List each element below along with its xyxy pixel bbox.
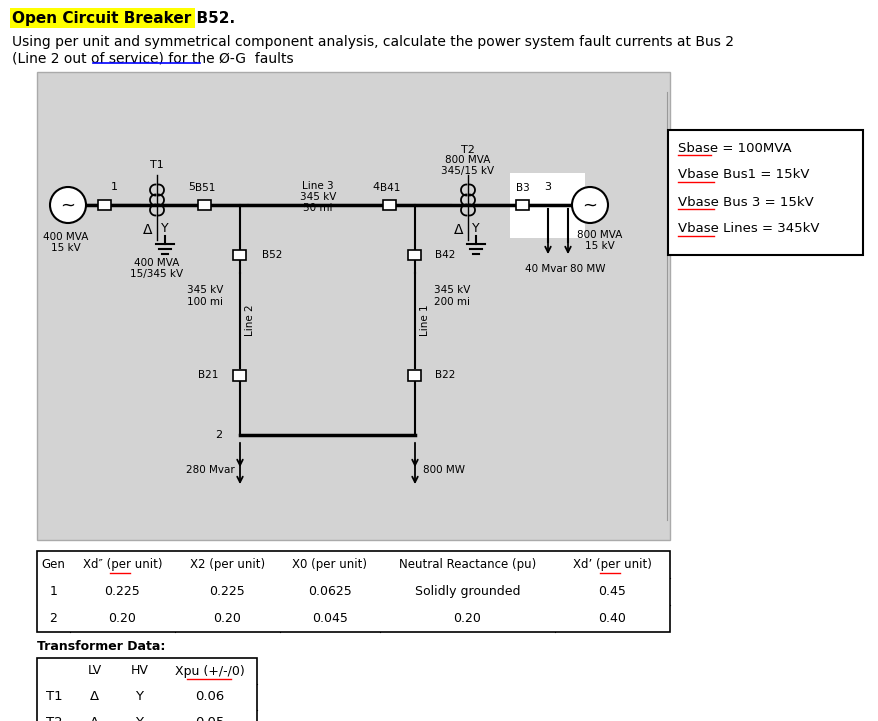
Text: 345 kV: 345 kV [434,285,470,295]
Text: Transformer Data:: Transformer Data: [37,640,165,653]
Text: 0.20: 0.20 [213,612,241,625]
Text: 2: 2 [49,612,57,625]
Text: HV: HV [131,665,148,678]
Text: B21: B21 [198,370,218,380]
Text: 800 MVA: 800 MVA [445,155,490,165]
Text: 345 kV: 345 kV [187,285,223,295]
Bar [37,72,669,540]
Text: 0.045: 0.045 [312,612,348,625]
Text: Y: Y [471,221,479,234]
Text: 0.20: 0.20 [109,612,136,625]
Text: 0.45: 0.45 [598,585,626,598]
Text: Xpu (+/-/0): Xpu (+/-/0) [175,665,244,678]
Text: 0.40: 0.40 [598,612,626,625]
Text: 0.06: 0.06 [195,691,224,704]
Text: 50 mi: 50 mi [303,203,333,213]
Text: 0.225: 0.225 [104,585,140,598]
Text: Neutral Reactance (pu): Neutral Reactance (pu) [399,558,536,571]
Text: T2: T2 [461,145,474,155]
Text: 800 MVA: 800 MVA [577,230,622,240]
Text: 800 MW: 800 MW [422,465,464,475]
Text: 200 mi: 200 mi [434,297,470,307]
Text: Gen: Gen [41,558,65,571]
Text: Using per unit and symmetrical component analysis, calculate the power system fa: Using per unit and symmetrical component… [12,35,733,49]
Bar [234,369,246,381]
Text: Vbase Bus1 = 15kV: Vbase Bus1 = 15kV [677,169,809,182]
Text: 100 mi: 100 mi [187,297,223,307]
Text: Line 2: Line 2 [245,305,255,336]
Text: 1: 1 [49,585,57,598]
Bar [198,200,212,210]
Text: B3: B3 [515,183,529,193]
Text: Y: Y [135,717,143,721]
Text: B51: B51 [195,183,215,193]
Text: 5: 5 [188,182,195,192]
Bar [509,173,585,238]
Text: Vbase Bus 3 = 15kV: Vbase Bus 3 = 15kV [677,195,813,208]
Text: 4: 4 [372,182,379,192]
Text: 15 kV: 15 kV [51,243,81,253]
Text: B22: B22 [435,370,455,380]
Text: 345 kV: 345 kV [299,192,335,202]
Text: 1: 1 [111,182,118,192]
Text: 0.0625: 0.0625 [308,585,351,598]
Text: Y: Y [135,691,143,704]
Text: Δ: Δ [143,223,153,237]
Bar [516,200,529,210]
Text: Open Circuit Breaker B52.: Open Circuit Breaker B52. [12,11,234,25]
Text: ~: ~ [582,197,597,215]
Text: Solidly grounded: Solidly grounded [414,585,520,598]
Text: Xd″ (per unit): Xd″ (per unit) [83,558,162,571]
Text: B41: B41 [379,183,399,193]
Bar [408,369,421,381]
Text: 400 MVA: 400 MVA [134,258,179,268]
Text: 345/15 kV: 345/15 kV [441,166,494,176]
Text: Δ: Δ [90,691,99,704]
Text: 80 MW: 80 MW [570,264,605,274]
Text: 0.225: 0.225 [209,585,245,598]
Bar [383,200,396,210]
Bar [408,250,421,260]
Bar [10,8,195,28]
Circle shape [572,187,608,223]
Text: T1: T1 [47,691,62,704]
Text: 15/345 kV: 15/345 kV [130,269,184,279]
Text: 3: 3 [543,182,551,192]
Bar [37,658,256,721]
Text: Δ: Δ [454,223,464,237]
Circle shape [50,187,86,223]
Text: 2: 2 [214,430,222,440]
Bar [37,551,669,632]
Text: Sbase = 100MVA: Sbase = 100MVA [677,141,791,154]
Text: X2 (per unit): X2 (per unit) [190,558,265,571]
Text: Δ: Δ [90,717,99,721]
Text: B52: B52 [262,250,282,260]
Text: T1: T1 [150,160,163,170]
Text: 0.20: 0.20 [453,612,481,625]
Text: Line 3: Line 3 [302,181,334,191]
Text: B42: B42 [435,250,455,260]
Bar [98,200,112,210]
Text: X0 (per unit): X0 (per unit) [292,558,367,571]
Text: Xd’ (per unit): Xd’ (per unit) [572,558,651,571]
Bar [667,130,862,255]
Text: 400 MVA: 400 MVA [43,232,89,242]
Text: T2: T2 [47,717,62,721]
Text: 280 Mvar: 280 Mvar [186,465,234,475]
Text: Y: Y [161,221,169,234]
Text: ~: ~ [61,197,76,215]
Text: Vbase Lines = 345kV: Vbase Lines = 345kV [677,223,818,236]
Text: 0.05: 0.05 [195,717,224,721]
Text: 40 Mvar: 40 Mvar [524,264,566,274]
Text: LV: LV [87,665,102,678]
Text: (Line 2 out of service) for the Ø-G  faults: (Line 2 out of service) for the Ø-G faul… [12,51,293,65]
Bar [234,250,246,260]
Text: 15 kV: 15 kV [585,241,615,251]
Text: Line 1: Line 1 [420,305,429,336]
